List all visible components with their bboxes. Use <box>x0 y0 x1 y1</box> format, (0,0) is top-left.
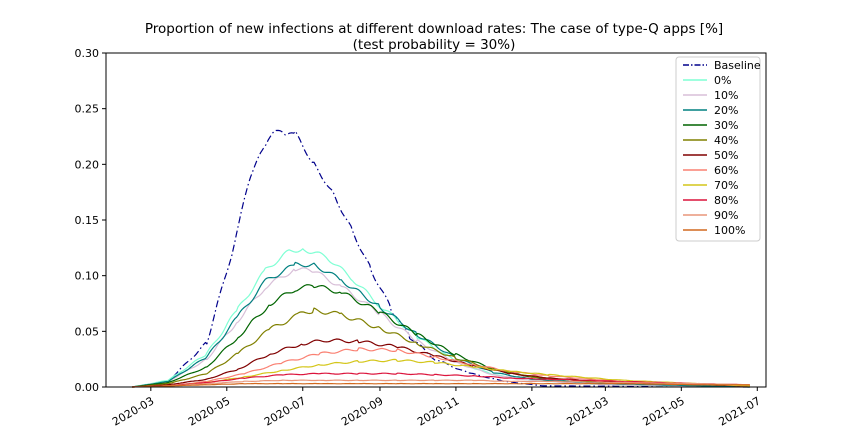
series-line <box>132 379 750 388</box>
legend-label: 80% <box>714 194 738 207</box>
y-tick-label: 0.00 <box>75 381 100 394</box>
legend-label: Baseline <box>714 59 761 72</box>
x-axis: 2020-03 2020-05 2020-07 2020-09 2020-11 2021-… <box>110 387 763 429</box>
y-tick-label: 0.30 <box>75 47 100 60</box>
legend-label: 50% <box>714 149 738 162</box>
legend-label: 90% <box>714 209 738 222</box>
x-tick-label: 2020-03 <box>110 394 156 428</box>
y-tick-label: 0.25 <box>75 103 100 116</box>
x-tick-label: 2020-09 <box>339 394 385 428</box>
legend-label: 40% <box>714 134 738 147</box>
plot-frame <box>105 52 767 388</box>
legend-label: 30% <box>714 119 738 132</box>
legend: Baseline 0% 10% 20% 30% 40% 50% 60% 70% 80% 90% 100… <box>675 56 761 242</box>
x-tick-label: 2021-03 <box>565 394 611 428</box>
legend-box <box>675 56 761 242</box>
y-tick-label: 0.10 <box>75 270 100 283</box>
series-layer <box>132 129 750 388</box>
y-tick-label: 0.20 <box>75 158 100 171</box>
chart-title: Proportion of new infections at differen… <box>145 21 723 37</box>
legend-label: 100% <box>714 224 745 237</box>
legend-label: 60% <box>714 164 738 177</box>
series-line <box>132 382 750 388</box>
x-tick-label: 2021-07 <box>716 394 762 428</box>
y-axis: 0.00 0.05 0.10 0.15 0.20 0.25 0.30 <box>75 47 106 394</box>
series-line <box>132 248 750 388</box>
y-tick-label: 0.15 <box>75 214 100 227</box>
legend-label: 0% <box>714 74 731 87</box>
x-tick-label: 2020-07 <box>262 394 308 428</box>
legend-label: 20% <box>714 104 738 117</box>
series-line <box>132 358 750 388</box>
x-tick-label: 2021-01 <box>491 394 537 428</box>
x-tick-label: 2020-05 <box>186 394 232 428</box>
legend-label: 10% <box>714 89 738 102</box>
series-line <box>132 261 750 388</box>
legend-label: 70% <box>714 179 738 192</box>
x-tick-label: 2021-05 <box>641 394 687 428</box>
chart-subtitle: (test probability = 30%) <box>353 37 516 53</box>
x-tick-label: 2020-11 <box>415 394 461 428</box>
y-tick-label: 0.05 <box>75 325 100 338</box>
